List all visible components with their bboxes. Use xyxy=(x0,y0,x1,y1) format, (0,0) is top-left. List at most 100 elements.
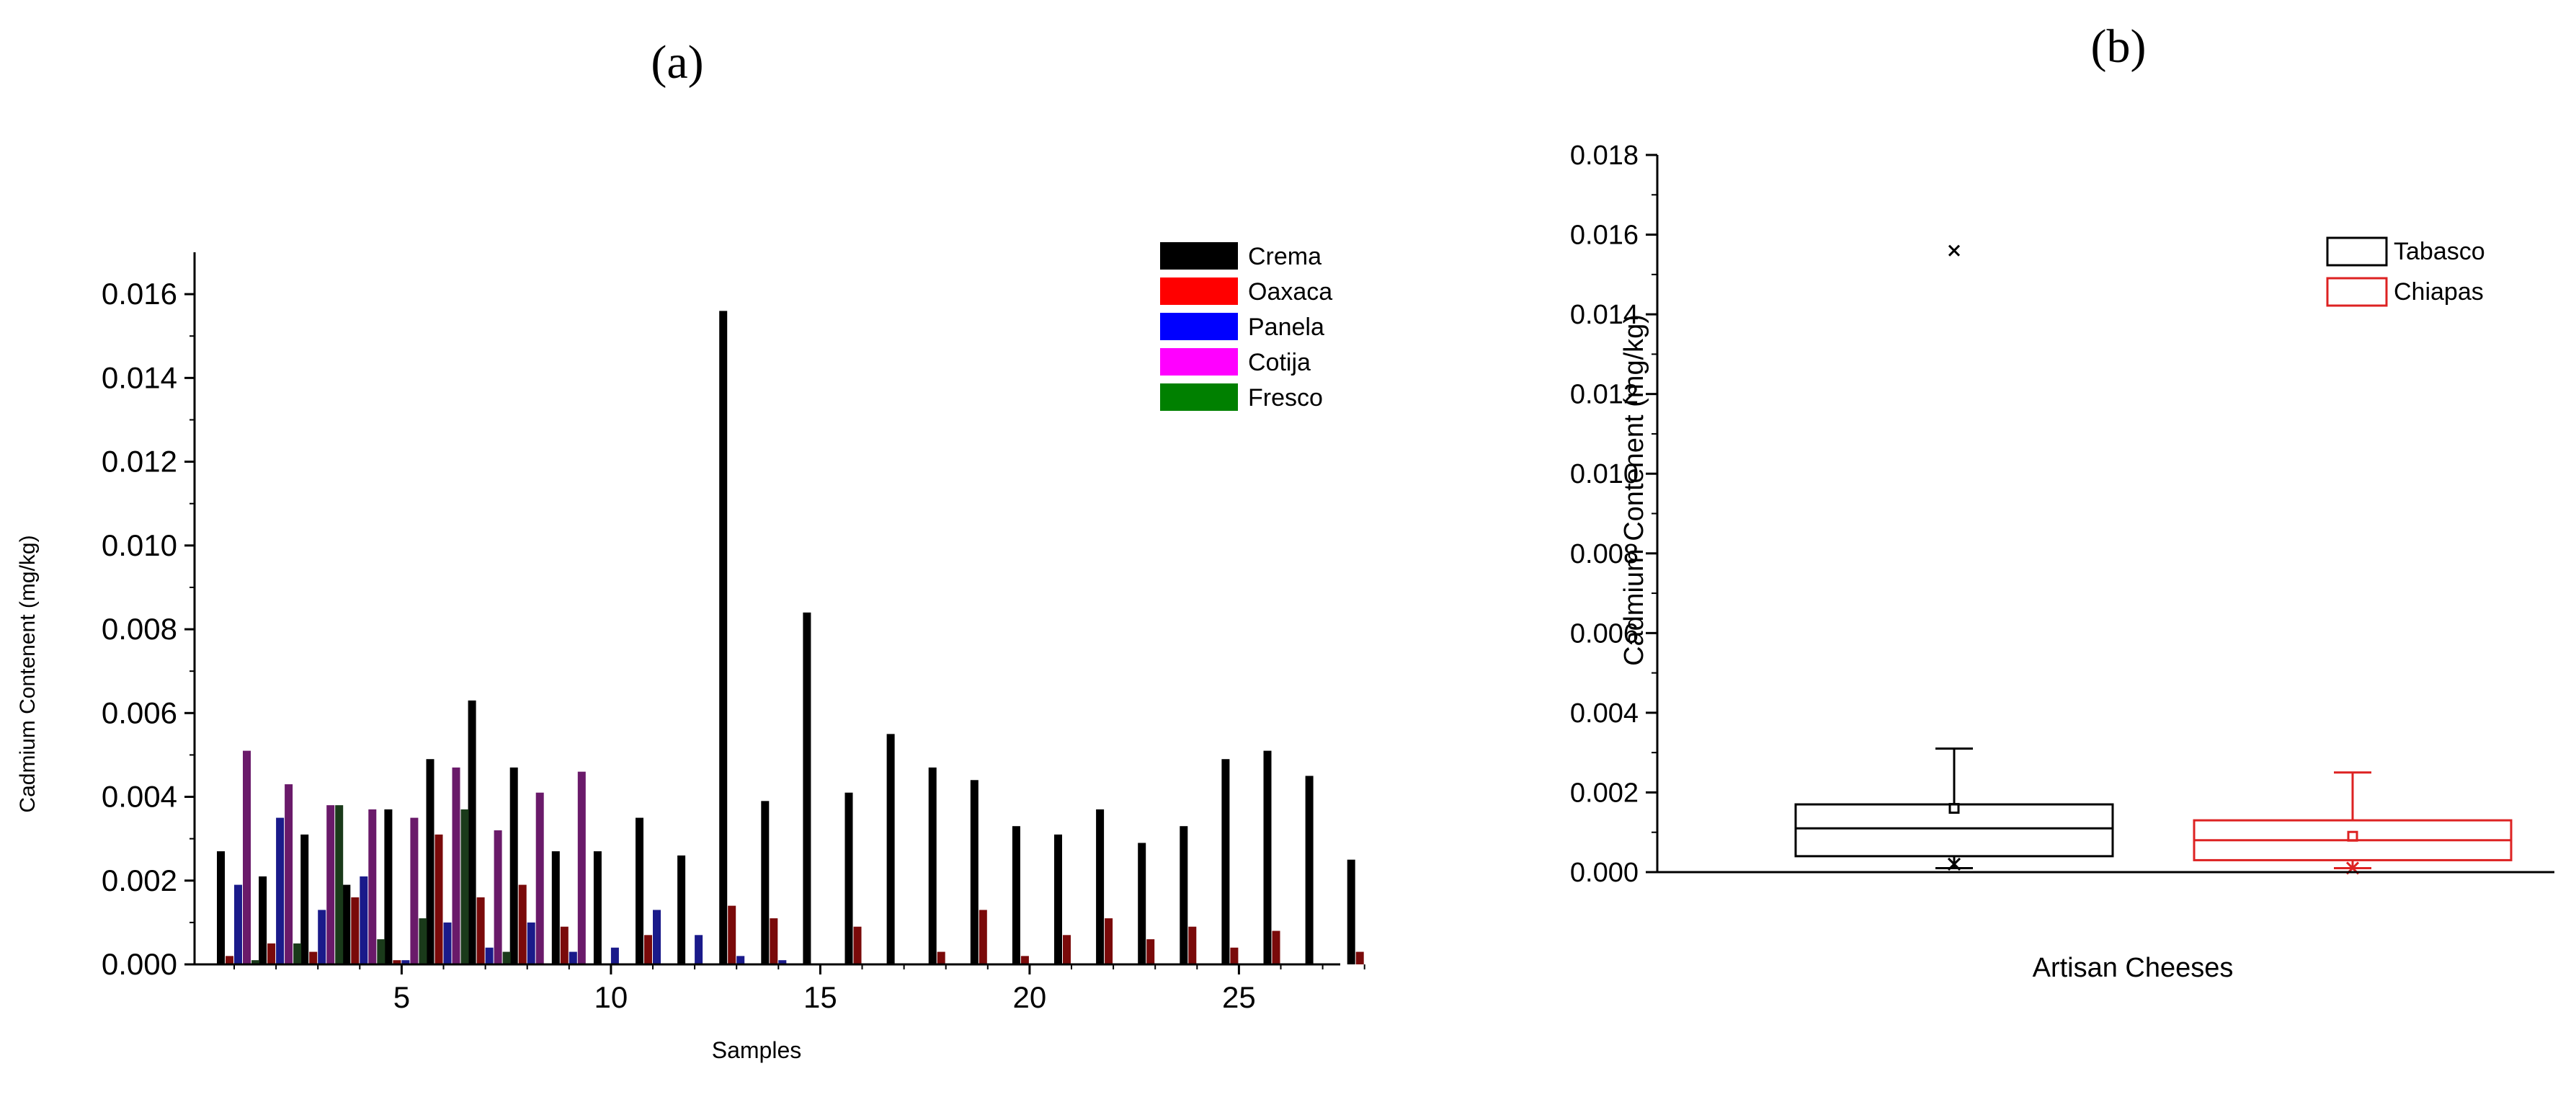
panel-b-mean-tabasco xyxy=(1948,803,1960,814)
panel-b-label: (b) xyxy=(2091,20,2147,73)
panel-a-bar-crema xyxy=(1347,859,1355,964)
panel-a-y-tick-label: 0.012 xyxy=(102,445,177,479)
panel-a-y-tick-label: 0.014 xyxy=(102,360,177,394)
panel-b-mean-chiapas xyxy=(2347,830,2358,842)
panel-a-bar-panela xyxy=(653,910,661,964)
panel-a-bar-cotija xyxy=(243,750,251,964)
panel-a-bar-crema xyxy=(886,734,895,964)
panel-a-bar-crema xyxy=(761,801,770,964)
panel-a-bar-oaxaca xyxy=(1188,926,1197,964)
panel-b-legend-label-tabasco: Tabasco xyxy=(2394,238,2485,265)
panel-a-bar-oaxaca xyxy=(267,943,276,964)
panel-a-x-tick-label: 20 xyxy=(1013,980,1047,1014)
panel-b-y-tick-label: 0.000 xyxy=(1570,858,1639,888)
panel-a-bar-oaxaca xyxy=(1146,939,1155,964)
panel-a-bar-panela xyxy=(610,947,619,964)
panel-a-legend-label-crema: Crema xyxy=(1248,243,1322,270)
panel-a-chart: 0.000 0.002 0.004 0.006 0.008 0.010 0.012 0.014… xyxy=(16,242,1365,1063)
panel-a-y-tick-label: 0.010 xyxy=(102,528,177,562)
panel-a-axes: 0.000 0.002 0.004 0.006 0.008 0.010 0.012 0.014… xyxy=(102,252,1365,1014)
panel-a-bar-crema xyxy=(342,884,351,964)
panel-a-bar-crema xyxy=(1054,834,1062,964)
panel-a-bar-oaxaca xyxy=(434,834,443,964)
panel-a-bar-crema xyxy=(1180,826,1188,964)
panel-b-legend-swatch-tabasco xyxy=(2326,236,2388,267)
panel-b-legend-label-chiapas: Chiapas xyxy=(2394,278,2484,306)
panel-a-label: (a) xyxy=(651,36,703,89)
panel-b-min-marker-tabasco xyxy=(1947,857,1961,871)
panel-a-bar-panela xyxy=(234,884,242,964)
panel-a-bar-crema xyxy=(928,767,937,964)
panel-a-bar-crema xyxy=(636,817,643,964)
panel-a-legend-label-cotija: Cotija xyxy=(1248,349,1311,376)
panel-b-y-tick-label: 0.018 xyxy=(1570,141,1639,171)
panel-a-x-axis-label: Samples xyxy=(712,1037,802,1063)
panel-b-chart: 0.000 0.002 0.004 0.006 0.008 0.010 0.012 0.014… xyxy=(1570,141,2554,983)
panel-a-bar-cotija xyxy=(410,817,419,964)
panel-a-bar-panela xyxy=(569,951,577,964)
panel-b-y-tick-label: 0.002 xyxy=(1570,778,1639,808)
panel-a-bar-crema xyxy=(844,792,853,964)
panel-b-y-tick-label: 0.004 xyxy=(1570,698,1639,729)
panel-b-y-tick-label: 0.006 xyxy=(1570,618,1639,649)
panel-a-bar-fresco xyxy=(502,951,511,964)
panel-a-bar-panela xyxy=(276,817,285,964)
panel-a-bar-crema xyxy=(1012,826,1020,964)
panel-b-y-tick-label: 0.008 xyxy=(1570,539,1639,569)
panel-a-y-tick-label: 0.000 xyxy=(102,947,177,981)
panel-a-bar-cotija xyxy=(326,805,335,964)
panel-a-legend-label-panela: Panela xyxy=(1248,314,1324,341)
panel-a-bar-oaxaca xyxy=(728,905,736,964)
panel-a-bar-cotija xyxy=(452,767,460,964)
panel-a-bar-crema xyxy=(468,700,476,964)
panel-a-bar-crema xyxy=(970,780,979,964)
panel-a-bar-oaxaca xyxy=(226,956,233,964)
panel-a-bar-crema xyxy=(1096,809,1105,964)
panel-a-bar-oaxaca xyxy=(351,897,360,964)
panel-a-bar-crema xyxy=(384,809,393,964)
panel-a-legend-label-fresco: Fresco xyxy=(1248,384,1323,412)
panel-a-bar-fresco xyxy=(460,809,469,964)
panel-a-y-tick-label: 0.006 xyxy=(102,696,177,729)
panel-a-bar-crema xyxy=(593,851,602,964)
panel-a-bar-oaxaca xyxy=(1105,918,1113,964)
panel-a-bar-panela xyxy=(360,876,368,964)
panel-a-bar-crema xyxy=(803,612,811,964)
panel-b-legend: Tabasco Chiapas xyxy=(2326,236,2485,307)
panel-a-y-axis-label: Cadmium Contenent (mg/kg) xyxy=(16,535,40,812)
panel-a-legend-swatch-crema xyxy=(1160,242,1238,270)
panel-a-bar-fresco xyxy=(251,960,259,964)
panel-a-bar-panela xyxy=(443,922,452,964)
panel-a-legend-swatch-oaxaca xyxy=(1160,277,1238,305)
panel-a-bar-oaxaca xyxy=(1355,951,1364,964)
panel-a-bar-panela xyxy=(318,910,326,964)
panel-a-legend-label-oaxaca: Oaxaca xyxy=(1248,278,1332,306)
panel-a-x-tick-label: 5 xyxy=(393,980,410,1014)
panel-a-bar-crema xyxy=(1263,750,1272,964)
panel-a-bar-crema xyxy=(217,851,225,964)
panel-a-bar-oaxaca xyxy=(644,935,652,964)
panel-a-bar-oaxaca xyxy=(309,951,318,964)
panel-a-y-tick-label: 0.004 xyxy=(102,780,177,814)
panel-a-bar-oaxaca xyxy=(518,884,527,964)
panel-a-bar-oaxaca xyxy=(1063,935,1071,964)
panel-a-bar-crema xyxy=(426,759,434,964)
panel-a-bar-crema xyxy=(1138,843,1146,964)
panel-a-bar-cotija xyxy=(535,792,544,964)
panel-a-bar-crema xyxy=(1305,776,1314,964)
panel-a-bar-panela xyxy=(527,922,535,964)
panel-b-y-tick-label: 0.012 xyxy=(1570,380,1639,410)
panel-a-legend-swatch-panela xyxy=(1160,313,1238,340)
panel-a-bar-panela xyxy=(736,956,745,964)
panel-a-legend-swatch-cotija xyxy=(1160,348,1238,376)
panel-a-bar-oaxaca xyxy=(770,918,778,964)
panel-a-bar-panela xyxy=(485,947,494,964)
panel-a-bar-cotija xyxy=(285,784,293,964)
panel-a-y-tick-label: 0.016 xyxy=(102,277,177,311)
panel-a-bar-oaxaca xyxy=(1230,947,1239,964)
panel-b-outlier-tabasco xyxy=(1948,244,1961,257)
panel-a-bar-cotija xyxy=(368,809,377,964)
panel-a-x-tick-label: 15 xyxy=(803,980,837,1014)
